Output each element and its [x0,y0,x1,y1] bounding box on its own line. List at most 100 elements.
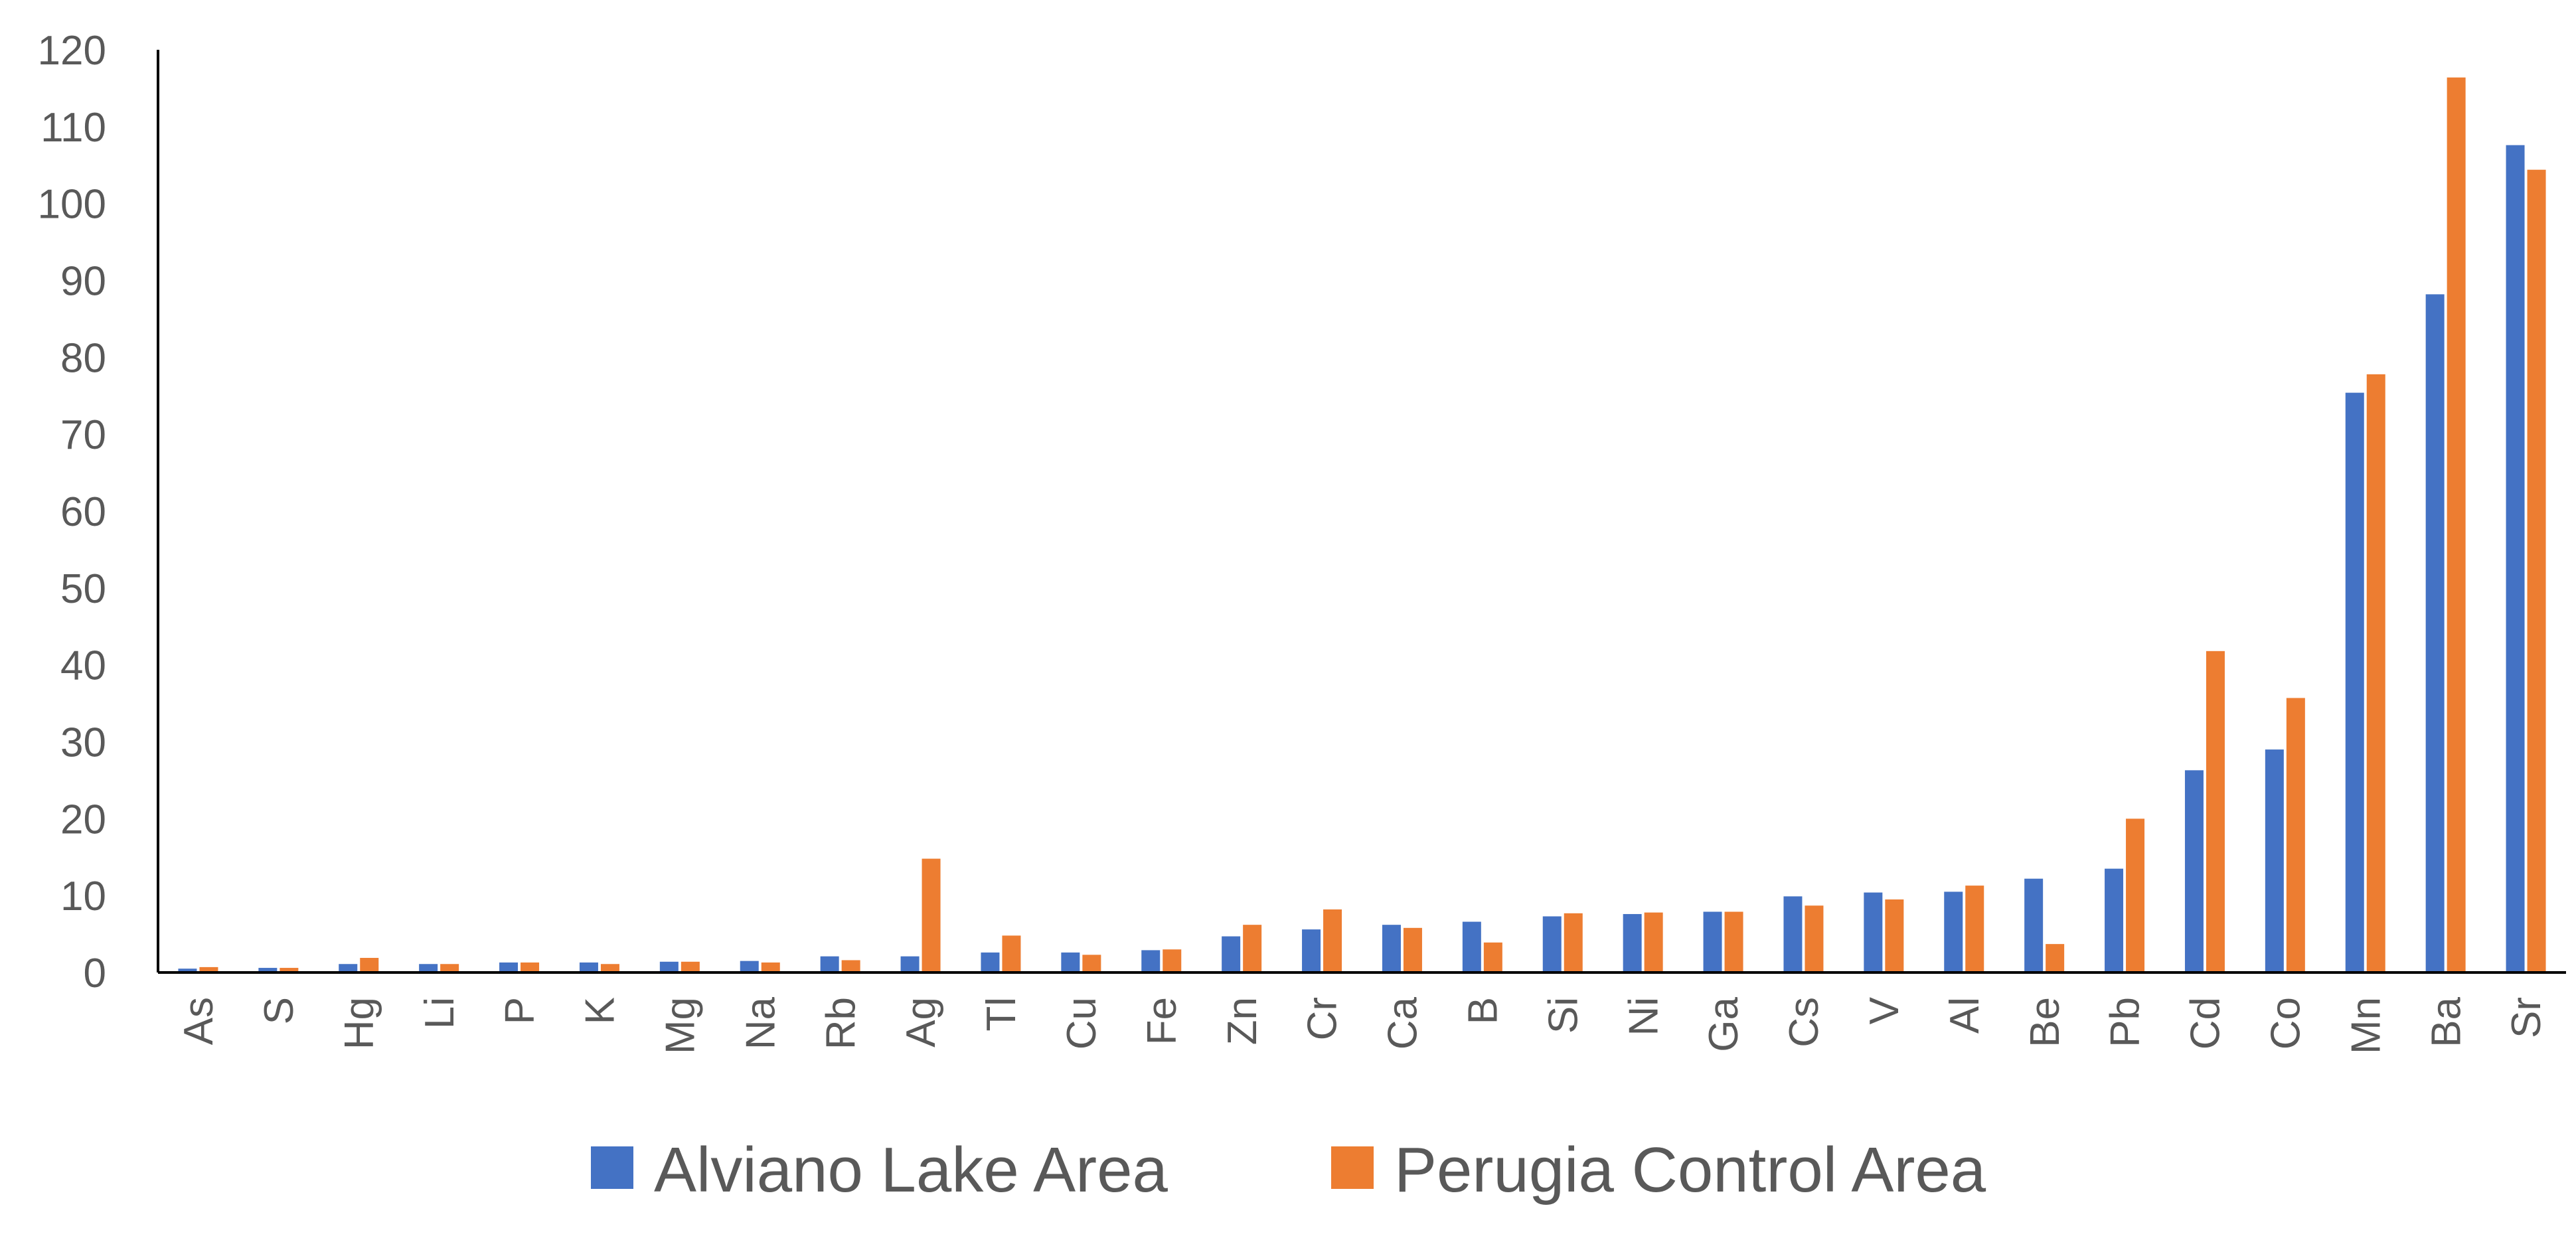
x-tick-label-tl: Tl [979,997,1024,1032]
y-tick-label: 40 [60,643,106,689]
x-tick-label-zn: Zn [1220,997,1265,1045]
x-tick-label-fe: Fe [1139,997,1185,1045]
bar-perugia-ni [1644,912,1663,972]
y-tick-label: 10 [60,874,106,919]
bar-perugia-cs [1805,905,1824,972]
bar-alviano-zn [1222,936,1241,972]
bar-alviano-si [1542,916,1562,972]
x-tick-label-mn: Mn [2343,997,2389,1054]
bar-alviano-tl [981,952,1000,972]
y-tick-label: 20 [60,797,106,842]
x-tick-label-rb: Rb [818,997,864,1049]
bar-perugia-na [761,962,780,972]
bar-perugia-cr [1323,909,1342,972]
bar-perugia-v [1885,899,1904,972]
bar-perugia-b [1483,942,1502,972]
bar-alviano-mg [659,961,679,972]
x-axis-labels: As S Hg Li P K Mg Na Rb Ag Tl Cu Fe Zn Cr Ca B Si Ni Ga Cs V A… [176,996,2549,1054]
bar-perugia-be [2046,944,2065,972]
bar-perugia-cu [1082,955,1101,972]
bar-alviano-be [2024,878,2044,972]
x-tick-label-ga: Ga [1701,996,1747,1051]
bar-perugia-co [2286,698,2305,972]
legend: Alviano Lake Area Perugia Control Area [591,1134,1986,1205]
x-tick-label-be: Be [2022,997,2068,1047]
y-tick-label: 80 [60,335,106,381]
bar-alviano-rb [820,956,839,972]
bar-perugia-ag [922,858,941,972]
bar-alviano-b [1462,921,1481,972]
x-tick-label-hg: Hg [337,997,382,1049]
x-tick-label-li: Li [417,997,463,1029]
bar-alviano-as [178,969,197,972]
bar-alviano-fe [1141,950,1161,972]
bar-alviano-pb [2105,868,2124,972]
bar-perugia-fe [1163,949,1182,972]
bar-alviano-ga [1703,911,1722,972]
x-tick-label-s: S [256,997,302,1024]
y-tick-label: 50 [60,566,106,612]
x-tick-label-na: Na [738,996,783,1049]
bar-perugia-si [1564,913,1583,972]
x-tick-label-b: B [1461,997,1506,1024]
x-tick-label-ag: Ag [898,997,944,1047]
x-tick-label-ni: Ni [1621,997,1666,1036]
x-tick-label-cd: Cd [2183,997,2229,1049]
bar-alviano-mn [2345,392,2364,972]
x-tick-label-sr: Sr [2504,997,2549,1038]
bar-alviano-hg [339,964,358,972]
x-tick-label-cs: Cs [1781,997,1827,1047]
bar-perugia-hg [360,957,379,972]
x-tick-label-ca: Ca [1380,996,1426,1049]
bar-alviano-li [419,964,438,972]
bar-alviano-al [1944,891,1963,972]
y-tick-label: 120 [38,28,106,74]
x-tick-label-p: P [497,997,543,1024]
bar-perugia-mg [681,961,700,972]
bar-alviano-sr [2506,145,2525,973]
bar-alviano-v [1864,892,1883,972]
bar-alviano-cu [1061,952,1080,972]
bar-alviano-cd [2184,770,2204,972]
y-axis-ticks: 0 10 20 30 40 50 60 70 80 90 100 110 120 [38,28,106,996]
x-tick-label-co: Co [2263,997,2309,1049]
x-tick-label-pb: Pb [2103,997,2148,1047]
bar-alviano-na [740,961,759,972]
legend-swatch-perugia [1331,1146,1374,1189]
bar-perugia-li [440,964,459,972]
bar-perugia-p [521,962,540,972]
legend-label-alviano: Alviano Lake Area [654,1134,1168,1205]
y-tick-label: 100 [38,182,106,228]
bar-alviano-s [258,968,278,972]
y-tick-label: 60 [60,489,106,535]
bar-alviano-co [2265,749,2284,972]
bar-perugia-sr [2527,169,2546,973]
bars [178,77,2546,973]
y-tick-label: 30 [60,720,106,766]
x-tick-label-k: K [578,997,623,1024]
y-tick-label: 90 [60,259,106,305]
y-tick-label: 110 [40,105,106,151]
bar-perugia-ba [2447,77,2466,973]
x-tick-label-al: Al [1942,997,1988,1034]
bar-perugia-rb [841,960,860,972]
bar-alviano-p [499,962,519,972]
bar-alviano-cs [1783,896,1803,972]
bar-perugia-cd [2206,651,2225,972]
x-tick-label-cu: Cu [1059,997,1105,1049]
x-tick-label-v: V [1862,996,1907,1024]
bar-perugia-mn [2366,374,2385,972]
y-tick-label: 0 [84,951,106,996]
bar-perugia-zn [1243,925,1262,972]
x-tick-label-as: As [176,997,222,1045]
legend-label-perugia: Perugia Control Area [1394,1134,1986,1205]
bar-perugia-pb [2126,818,2145,972]
bar-perugia-tl [1002,935,1021,972]
bar-alviano-ni [1623,913,1642,972]
bar-alviano-ca [1382,925,1401,972]
bar-alviano-cr [1302,929,1321,972]
bar-alviano-ba [2425,294,2445,973]
bar-alviano-k [579,962,598,972]
x-tick-label-si: Si [1540,997,1586,1034]
